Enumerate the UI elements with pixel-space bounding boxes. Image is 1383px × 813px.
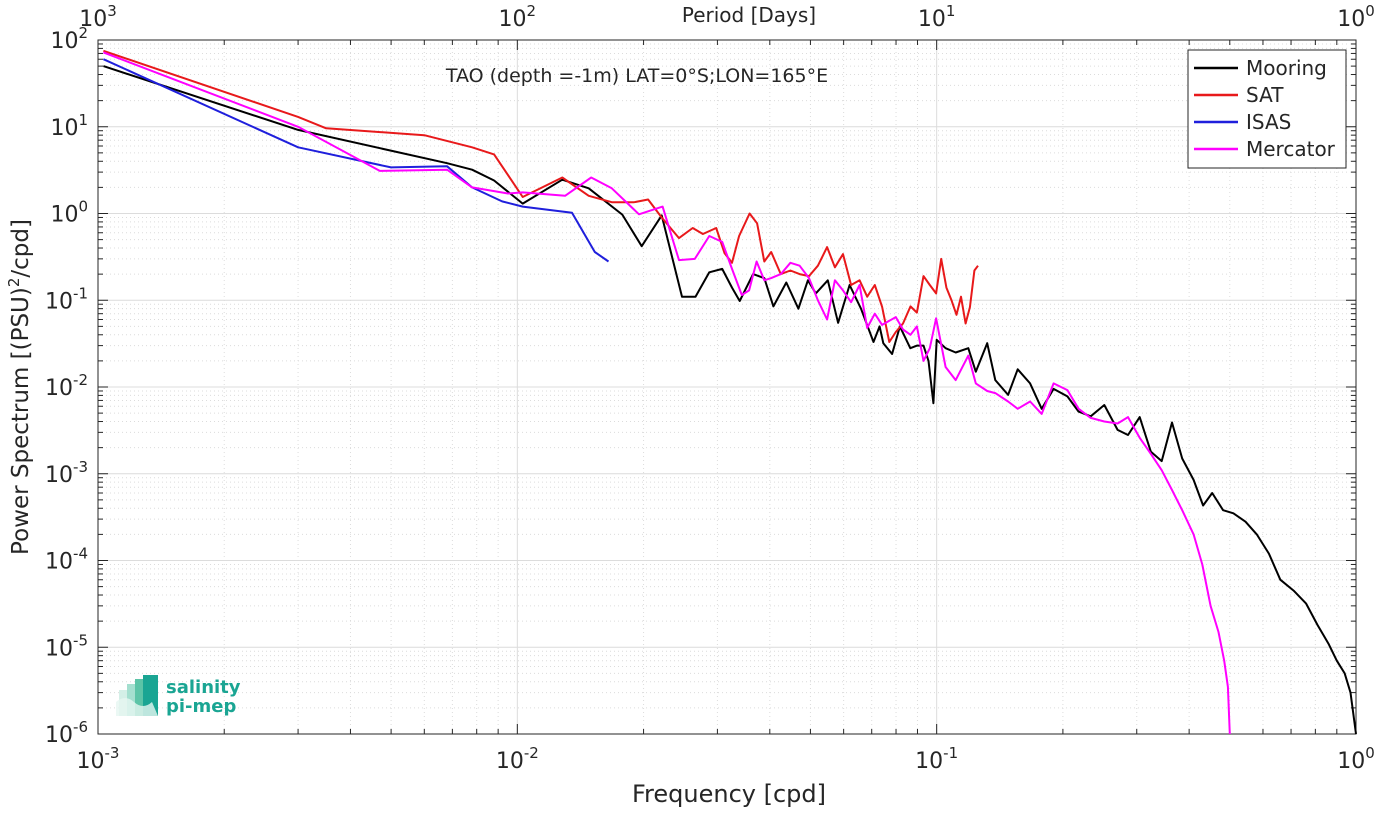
y-tick-label: 10-4 — [45, 545, 88, 575]
chart-title: TAO (depth =-1m) LAT=0°S;LON=165°E — [445, 65, 828, 87]
y-tick-label: 10-3 — [45, 458, 88, 488]
series-line-mercator — [103, 51, 1231, 735]
x-tick-label: 10-1 — [915, 744, 958, 774]
y-axis-label-tail: /cpd] — [8, 219, 34, 278]
top-tick-label: 102 — [499, 2, 537, 32]
legend-label-sat: SAT — [1246, 83, 1284, 107]
top-axis-label: Period [Days] — [682, 3, 816, 27]
y-tick-label: 10-6 — [45, 718, 88, 748]
y-axis-label: Power Spectrum [(PSU)2/cpd] — [5, 219, 34, 555]
series-line-sat — [103, 49, 979, 343]
top-tick-label: 101 — [918, 2, 956, 32]
legend-label-isas: ISAS — [1246, 110, 1291, 134]
top-tick-label: 103 — [79, 2, 117, 32]
y-tick-label: 102 — [50, 24, 88, 54]
legend-label-mercator: Mercator — [1246, 137, 1336, 161]
legend-label-mooring: Mooring — [1246, 56, 1327, 80]
logo-text-line1: salinity — [166, 677, 241, 698]
y-tick-label: 100 — [50, 198, 88, 228]
svg-text:Power Spectrum [(PSU)2/cpd]: Power Spectrum [(PSU)2/cpd] — [5, 219, 34, 555]
y-tick-label: 10-1 — [45, 284, 88, 314]
y-axis-label-sup: 2 — [5, 278, 23, 288]
legend: Mooring SAT ISAS Mercator — [1187, 49, 1347, 169]
series-line-isas — [102, 58, 610, 263]
x-tick-label: 100 — [1337, 744, 1375, 774]
logo-text-line2: pi-mep — [166, 696, 236, 717]
x-tick-label: 10-3 — [77, 744, 120, 774]
top-tick-label: 100 — [1337, 2, 1375, 32]
y-tick-label: 101 — [50, 111, 88, 141]
wave-logo-icon — [116, 675, 158, 716]
data-series — [102, 49, 1357, 735]
y-tick-label: 10-2 — [45, 371, 88, 401]
y-tick-label: 10-5 — [45, 631, 88, 661]
grid — [97, 40, 1356, 735]
x-axis-label: Frequency [cpd] — [632, 780, 826, 808]
y-axis-label-main: Power Spectrum [(PSU) — [8, 287, 34, 555]
salinity-pimep-logo: salinity pi-mep — [116, 675, 241, 717]
x-tick-label: 10-2 — [496, 744, 539, 774]
